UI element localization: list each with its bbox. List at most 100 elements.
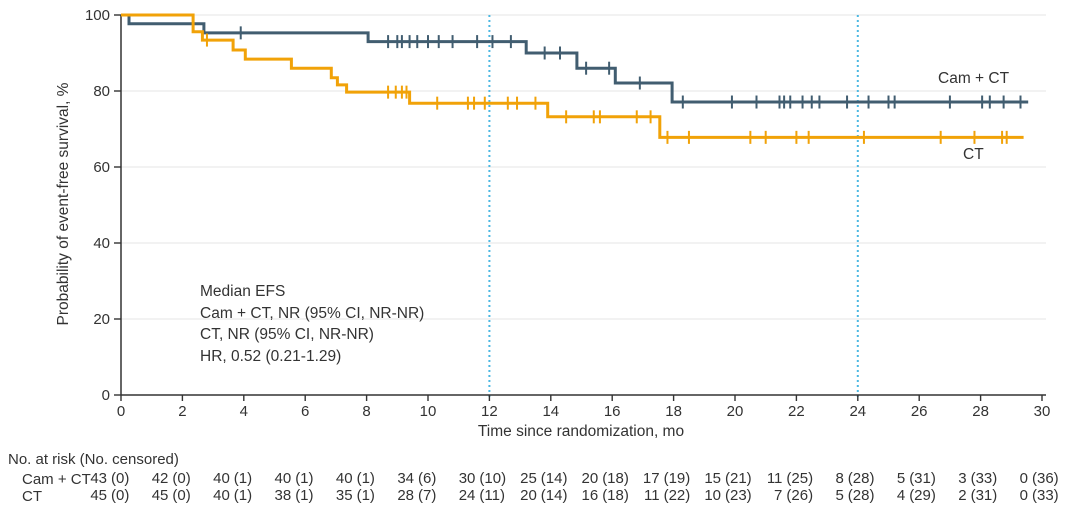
risk-cell-cam-ct-26mo: 5 (31) xyxy=(885,471,955,487)
risk-censored-count: (0) xyxy=(111,487,130,504)
risk-cell-ct-10mo: 28 (7) xyxy=(394,488,464,504)
y-tick-label-100: 100 xyxy=(85,7,110,24)
y-tick-label-60: 60 xyxy=(93,159,110,176)
y-tick-label-80: 80 xyxy=(93,83,110,100)
risk-count: 45 xyxy=(151,487,169,504)
annotation-line-title: Median EFS xyxy=(200,283,286,300)
risk-count: 40 xyxy=(335,470,353,487)
x-tick-label-26: 26 xyxy=(911,403,928,420)
risk-cell-ct-20mo: 10 (23) xyxy=(701,488,771,504)
y-tick-label-40: 40 xyxy=(93,235,110,252)
risk-cell-ct-14mo: 20 (14) xyxy=(517,488,587,504)
risk-row-label-cam-ct: Cam + CT xyxy=(22,471,91,488)
risk-cell-cam-ct-12mo: 30 (10) xyxy=(455,471,525,487)
risk-censored-count: (23) xyxy=(725,487,752,504)
risk-censored-count: (1) xyxy=(233,487,253,504)
risk-censored-count: (1) xyxy=(295,487,314,504)
risk-count: 17 xyxy=(642,470,660,487)
risk-cell-cam-ct-0mo: 43 (0) xyxy=(87,471,157,487)
risk-count: 5 xyxy=(835,487,844,504)
risk-censored-count: (25) xyxy=(786,470,814,487)
risk-count: 28 xyxy=(397,487,414,504)
x-tick-label-24: 24 xyxy=(849,403,866,420)
risk-censored-count: (11) xyxy=(479,487,505,504)
risk-count: 20 xyxy=(520,487,537,504)
risk-cell-ct-26mo: 4 (29) xyxy=(885,488,955,504)
risk-censored-count: (14) xyxy=(540,487,568,504)
risk-count: 38 xyxy=(274,487,292,504)
risk-censored-count: (1) xyxy=(233,470,253,487)
risk-cell-ct-6mo: 38 (1) xyxy=(271,488,341,504)
risk-cell-cam-ct-16mo: 20 (18) xyxy=(578,471,648,487)
x-tick-label-8: 8 xyxy=(362,403,370,420)
risk-censored-count: (18) xyxy=(602,487,629,504)
series-line-cam-ct xyxy=(121,13,1029,104)
risk-cell-ct-2mo: 45 (0) xyxy=(148,488,218,504)
risk-censored-count: (28) xyxy=(847,470,875,487)
risk-censored-count: (22) xyxy=(663,487,691,504)
x-tick-label-0: 0 xyxy=(117,403,125,420)
risk-cell-cam-ct-4mo: 40 (1) xyxy=(210,471,280,487)
risk-censored-count: (26) xyxy=(786,487,814,504)
risk-censored-count: (10) xyxy=(479,470,507,487)
risk-count: 34 xyxy=(397,470,414,487)
risk-count: 35 xyxy=(335,487,353,504)
x-tick-label-16: 16 xyxy=(604,403,621,420)
x-tick-label-14: 14 xyxy=(542,403,559,420)
risk-cell-ct-24mo: 5 (28) xyxy=(824,488,894,504)
risk-row-label-ct: CT xyxy=(22,488,42,505)
risk-count: 43 xyxy=(90,470,107,487)
y-tick-label-20: 20 xyxy=(93,311,110,328)
series-label-cam-ct: Cam + CT xyxy=(938,70,1010,87)
risk-cell-cam-ct-28mo: 3 (33) xyxy=(947,471,1017,487)
x-tick-label-28: 28 xyxy=(972,403,989,420)
risk-count: 11 xyxy=(644,487,660,504)
risk-cell-ct-22mo: 7 (26) xyxy=(762,488,832,504)
median-efs-annotation: Median EFS Cam + CT, NR (95% CI, NR-NR) … xyxy=(200,281,424,367)
x-tick-label-12: 12 xyxy=(481,403,498,420)
risk-count: 0 xyxy=(1019,470,1028,487)
risk-count: 15 xyxy=(704,470,721,487)
risk-cell-cam-ct-20mo: 15 (21) xyxy=(701,471,771,487)
risk-count: 5 xyxy=(896,470,906,487)
risk-count: 7 xyxy=(774,487,783,504)
risk-censored-count: (28) xyxy=(847,487,875,504)
risk-count: 40 xyxy=(213,487,230,504)
risk-censored-count: (19) xyxy=(663,470,691,487)
risk-count: 0 xyxy=(1019,487,1028,504)
risk-count: 20 xyxy=(581,470,599,487)
x-tick-label-10: 10 xyxy=(420,403,437,420)
risk-censored-count: (0) xyxy=(111,470,130,487)
risk-censored-count: (6) xyxy=(418,470,437,487)
risk-cell-ct-0mo: 45 (0) xyxy=(87,488,157,504)
risk-censored-count: (31) xyxy=(909,470,936,487)
risk-censored-count: (31) xyxy=(970,487,998,504)
risk-censored-count: (29) xyxy=(909,487,936,504)
annotation-line-cam-ct: Cam + CT, NR (95% CI, NR-NR) xyxy=(200,304,425,322)
y-axis-title: Probability of event-free survival, % xyxy=(55,82,72,326)
risk-cell-cam-ct-18mo: 17 (19) xyxy=(640,471,710,487)
risk-cell-ct-30mo: 0 (33) xyxy=(1008,488,1078,504)
risk-censored-count: (0) xyxy=(172,487,191,504)
risk-count: 45 xyxy=(90,487,107,504)
x-tick-label-22: 22 xyxy=(788,403,805,420)
risk-cell-cam-ct-8mo: 40 (1) xyxy=(333,471,403,487)
risk-cell-ct-28mo: 2 (31) xyxy=(947,488,1017,504)
x-tick-label-6: 6 xyxy=(301,403,309,420)
risk-cell-ct-16mo: 16 (18) xyxy=(578,488,648,504)
x-tick-label-30: 30 xyxy=(1034,403,1051,420)
risk-censored-count: (14) xyxy=(540,470,568,487)
risk-censored-count: (18) xyxy=(602,470,629,487)
risk-cell-ct-8mo: 35 (1) xyxy=(333,488,403,504)
risk-cell-cam-ct-10mo: 34 (6) xyxy=(394,471,464,487)
x-axis-title: Time since randomization, mo xyxy=(477,423,685,440)
risk-cell-cam-ct-14mo: 25 (14) xyxy=(517,471,587,487)
risk-censored-count: (0) xyxy=(172,470,191,487)
y-tick-label-0: 0 xyxy=(102,387,110,404)
risk-count: 2 xyxy=(958,487,967,504)
risk-censored-count: (7) xyxy=(418,487,437,504)
x-tick-label-2: 2 xyxy=(178,403,186,420)
risk-censored-count: (36) xyxy=(1032,470,1059,487)
series-label-ct: CT xyxy=(963,146,984,163)
